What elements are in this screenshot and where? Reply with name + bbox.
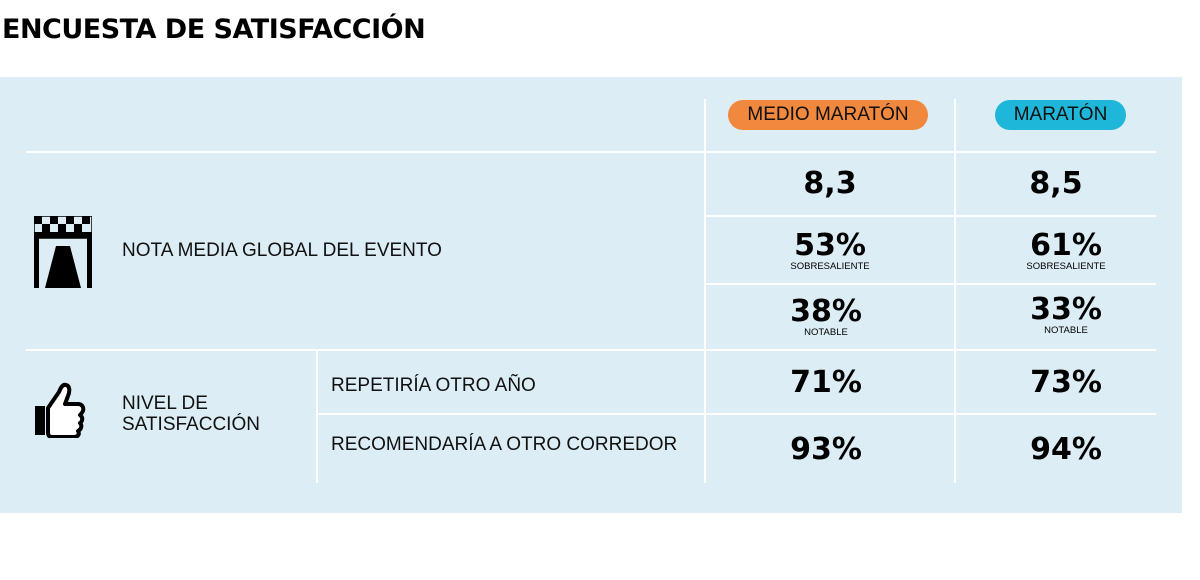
value-cell: 8,5 [956,153,1156,215]
value-sublabel-excellent: SOBRESALIENTE [790,261,870,272]
page-title: ENCUESTA DE SATISFACCIÓN [2,14,426,45]
group-label-global: NOTA MEDIA GLOBAL DEL EVENTO [122,240,442,261]
value-cell: 73% [956,353,1176,413]
value-recommend-marathon: 94% [1030,432,1102,467]
value-cell: 94% [956,417,1176,483]
value-repeat-marathon: 73% [1030,365,1102,400]
value-repeat-half-marathon: 71% [790,365,862,400]
divider-groups [26,349,1156,351]
divider-header [26,151,1156,153]
value-cell: 53% SOBRESALIENTE [706,219,954,283]
value-cell: 33% NOTABLE [956,283,1176,347]
value-cell: 38% NOTABLE [706,285,946,349]
value-recommend-half-marathon: 93% [790,432,862,467]
value-excellent-marathon: 61% [1030,228,1102,263]
row-label-recommend: RECOMENDARÍA A OTRO CORREDOR [331,434,678,455]
value-notable-half-marathon: 38% [790,294,862,329]
value-excellent-half-marathon: 53% [794,228,866,263]
divider-col-b [954,99,956,483]
value-sublabel-excellent: SOBRESALIENTE [1026,261,1106,272]
survey-table: MEDIO MARATÓN MARATÓN NOTA MEDIA GLOBAL … [0,77,1182,513]
divider-sublabels [316,349,318,483]
divider-row-2 [706,283,1156,285]
value-notable-marathon: 33% [1030,292,1102,327]
column-header-half-marathon: MEDIO MARATÓN [728,100,928,130]
row-label-repeat: REPETIRÍA OTRO AÑO [331,375,536,396]
value-sublabel-notable: NOTABLE [1044,325,1088,336]
divider-row-4 [318,413,1156,415]
value-cell: 71% [706,353,946,413]
value-average-marathon: 8,5 [1029,166,1083,201]
group-label-satisfaction-line1: NIVEL DE [122,393,208,414]
value-cell: 8,3 [706,153,954,215]
value-cell: 93% [706,417,946,483]
divider-row-1 [706,215,1156,217]
value-average-half-marathon: 8,3 [803,166,857,201]
divider-col-a [704,99,706,483]
value-cell: 61% SOBRESALIENTE [956,219,1176,283]
thumbs-up-icon [35,382,86,438]
value-sublabel-notable: NOTABLE [804,327,848,338]
column-header-marathon: MARATÓN [995,100,1126,130]
finish-line-icon [34,216,92,288]
group-label-satisfaction-line2: SATISFACCIÓN [122,414,260,435]
